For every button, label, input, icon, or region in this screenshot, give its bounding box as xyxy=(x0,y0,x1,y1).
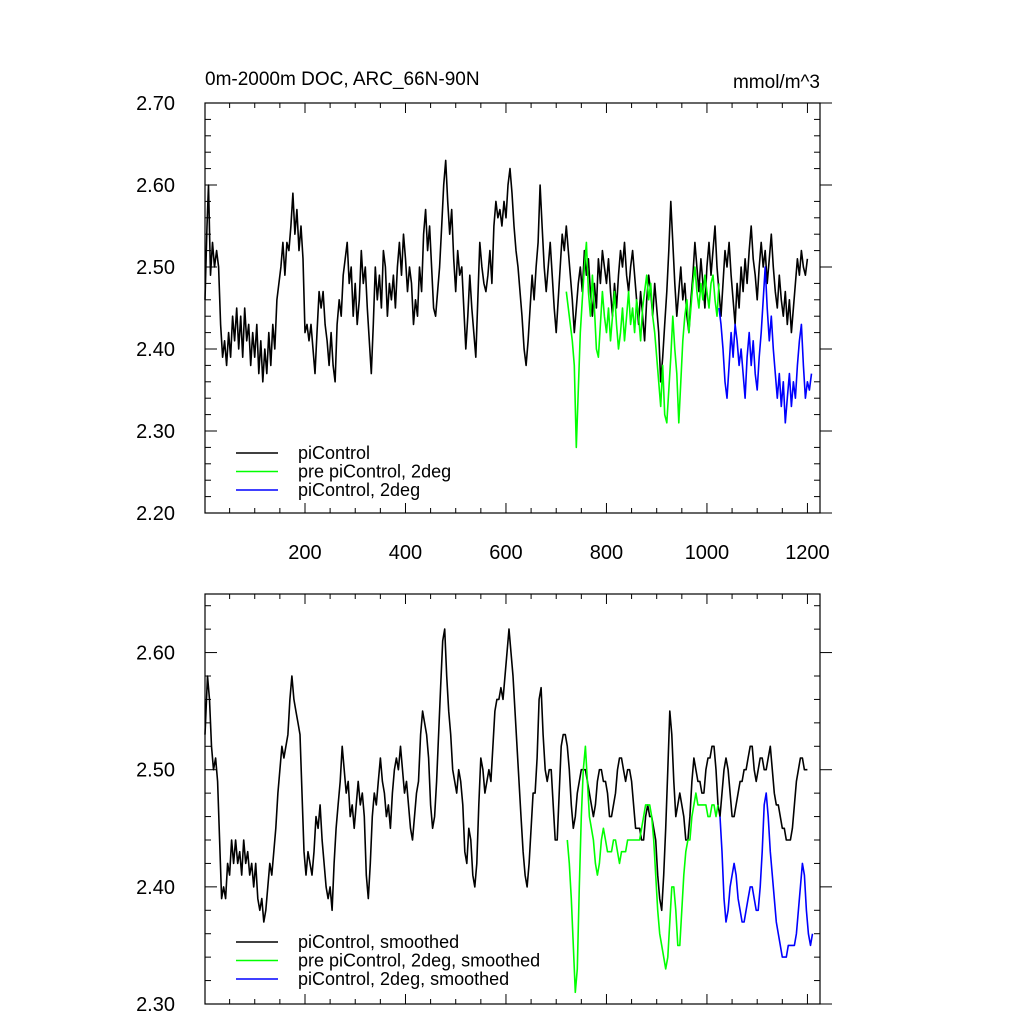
bottom-series xyxy=(204,628,814,994)
top-y-tick-label: 2.60 xyxy=(136,175,175,197)
bottom-y-tick-label: 2.60 xyxy=(136,643,175,665)
bottom-series-line-2 xyxy=(719,792,814,958)
bottom-ticks: 2.30 2.40 2.50 2.60 xyxy=(136,594,832,1016)
top-legend-label: pre piControl, 2deg xyxy=(298,462,451,482)
bottom-y-tick-label: 2.40 xyxy=(136,877,175,899)
top-x-tick-label: 1200 xyxy=(785,542,830,564)
bottom-plot-frame xyxy=(204,593,821,1005)
top-series-line-1 xyxy=(565,241,720,449)
top-series-line-0 xyxy=(204,159,809,383)
bottom-legend-label: pre piControl, 2deg, smoothed xyxy=(298,951,540,971)
top-x-tick-label: 400 xyxy=(389,542,422,564)
top-x-tick-label: 1000 xyxy=(685,542,730,564)
top-x-tick-label: 800 xyxy=(590,542,623,564)
top-panel: 0m-2000m DOC, ARC_66N-90N mmol/m^3 200 40… xyxy=(136,69,832,564)
top-x-tick-label: 200 xyxy=(288,542,321,564)
top-legend-label: piControl, 2deg xyxy=(298,480,420,500)
top-series xyxy=(204,159,813,449)
chart-title: 0m-2000m DOC, ARC_66N-90N xyxy=(205,69,480,90)
top-y-tick-label: 2.70 xyxy=(136,93,175,115)
top-y-tick-label: 2.20 xyxy=(136,503,175,525)
bottom-series-line-0 xyxy=(204,628,808,923)
bottom-series-line-1 xyxy=(566,745,719,994)
bottom-panel: 2.30 2.40 2.50 2.60 piControl, smoothedpre … xyxy=(136,593,832,1016)
top-plot-frame xyxy=(204,102,821,514)
bottom-legend-label: piControl, 2deg, smoothed xyxy=(298,969,509,989)
top-legend-label: piControl xyxy=(298,443,370,463)
bottom-y-tick-label: 2.50 xyxy=(136,760,175,782)
top-x-tick-label: 600 xyxy=(489,542,522,564)
bottom-legend-label: piControl, smoothed xyxy=(298,932,459,952)
top-ticks: 200 400 600 800 1000 1200 2.20 2.30 2.40 2.50 2.60… xyxy=(136,93,832,564)
top-y-tick-label: 2.50 xyxy=(136,257,175,279)
units-label: mmol/m^3 xyxy=(733,72,820,93)
bottom-y-tick-label: 2.30 xyxy=(136,994,175,1016)
top-series-line-2 xyxy=(718,266,813,424)
top-y-tick-label: 2.30 xyxy=(136,421,175,443)
top-y-tick-label: 2.40 xyxy=(136,339,175,361)
